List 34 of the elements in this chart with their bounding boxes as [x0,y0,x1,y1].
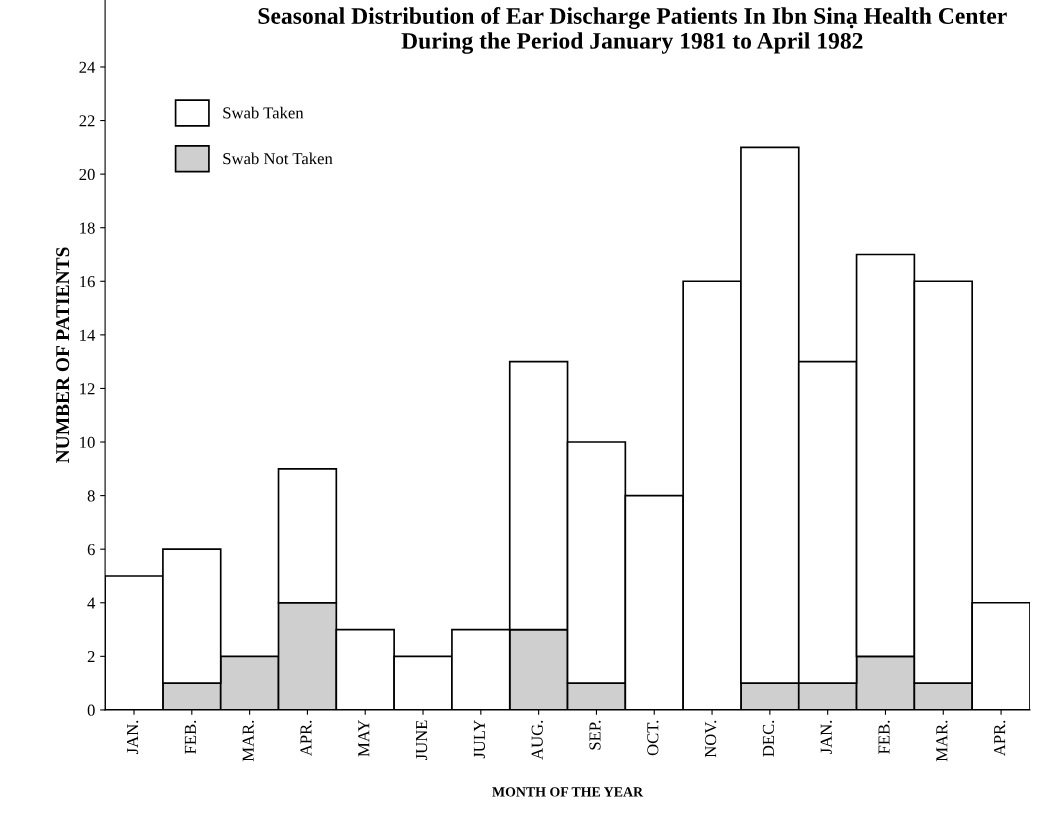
x-tick-label: MAR. [936,720,948,762]
legend-label: Swab Not Taken [223,152,333,165]
y-tick-label: 16 [80,276,95,288]
x-tick-label: JAN. [820,720,832,755]
x-tick-label: NOV. [705,720,717,758]
x-tick-label: DEC. [762,720,775,757]
y-tick-label: 8 [87,490,95,502]
y-tick-label: 6 [87,543,95,556]
x-tick-label: JAN. [127,720,139,755]
x-tick-label: JULY [473,720,485,759]
x-tick-label: SEP. [589,720,601,750]
x-axis-title: MONTH OF THE YEAR [492,787,644,797]
y-tick-label: 4 [87,597,96,609]
y-tick-label: 12 [80,383,95,395]
y-axis-title: NUMBER OF PATIENTS [56,247,70,463]
y-tick-label: 20 [79,168,95,181]
x-tick-label: JUNE [416,720,428,761]
y-tick-label: 2 [87,651,95,663]
y-tick-label: 18 [80,222,95,234]
x-tick-label: AUG. [531,720,543,760]
x-tick-label: MAR. [242,720,254,762]
legend-label: Swab Taken [223,106,304,119]
text: Seasonal Distribution of Ear Discharge Patients In Ibn Sinạ Health Center During the Period January 1981 to April 1982 [258,7,1007,54]
x-tick-label: APR. [300,720,312,757]
x-tick-label: FEB. [184,720,197,754]
y-tick-label: 22 [79,115,95,127]
x-tick-label: MAY [358,720,370,757]
x-tick-label: FEB. [878,720,890,754]
y-tick-label: 10 [80,436,95,448]
x-tick-label: APR. [994,720,1006,757]
x-tick-label: OCT. [647,720,659,756]
y-tick-label: 24 [79,61,96,73]
y-tick-label: 14 [80,329,96,341]
y-tick-label: 0 [87,704,95,716]
